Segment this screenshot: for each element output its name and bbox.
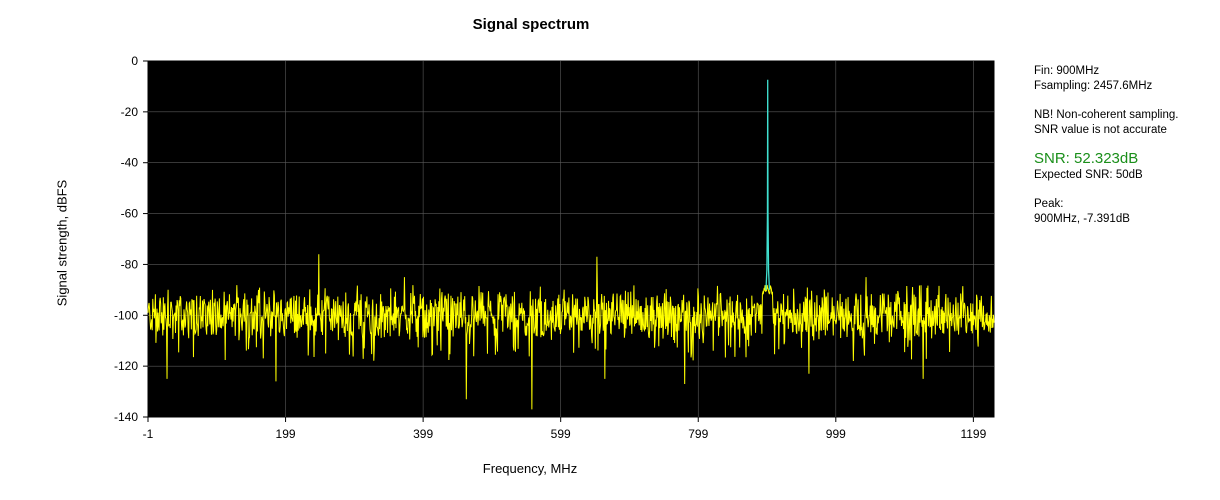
fin-label: Fin: 900MHz [1034,65,1100,77]
fsampling-label: Fsampling: 2457.6MHz [1034,80,1153,92]
x-tick-label: -1 [143,427,154,441]
traces [147,79,995,410]
expected-snr: Expected SNR: 50dB [1034,169,1143,181]
y-tick-label: -60 [121,207,139,221]
x-tick-label: 199 [276,427,296,441]
plot-area [147,60,995,418]
grid [148,61,994,417]
peak-label: Peak: [1034,198,1064,210]
y-tick-label: -100 [114,308,138,322]
y-axis-label: Signal strength, dBFS [54,179,70,307]
noise-trace [147,254,995,410]
x-tick-label: 1199 [960,427,986,441]
y-tick-label: -80 [121,257,139,271]
ticks: -1 199 399 599 799 999 1199 0 -20 -40 -60 -80 -100 -1… [114,54,987,441]
x-axis-label: Frequency, MHz [482,461,578,476]
x-tick-label: 799 [688,427,708,441]
info-panel: Fin: 900MHz Fsampling: 2457.6MHz NB! Non… [1034,64,1214,227]
x-tick-label: 399 [413,427,433,441]
signal-peak-trace [765,79,771,290]
x-tick-label: 599 [551,427,571,441]
warning-line-1: NB! Non-coherent sampling. [1034,109,1179,121]
y-tick-label: -140 [114,410,138,424]
snr-value: SNR: 52.323dB [1034,150,1139,167]
y-tick-label: -20 [121,105,139,119]
warning-line-2: SNR value is not accurate [1034,124,1167,136]
y-tick-label: -40 [121,156,139,170]
y-tick-label: 0 [131,54,138,68]
y-tick-label: -120 [114,359,138,373]
x-tick-label: 999 [826,427,846,441]
peak-value: 900MHz, -7.391dB [1034,213,1130,225]
chart-title: Signal spectrum [472,16,590,33]
